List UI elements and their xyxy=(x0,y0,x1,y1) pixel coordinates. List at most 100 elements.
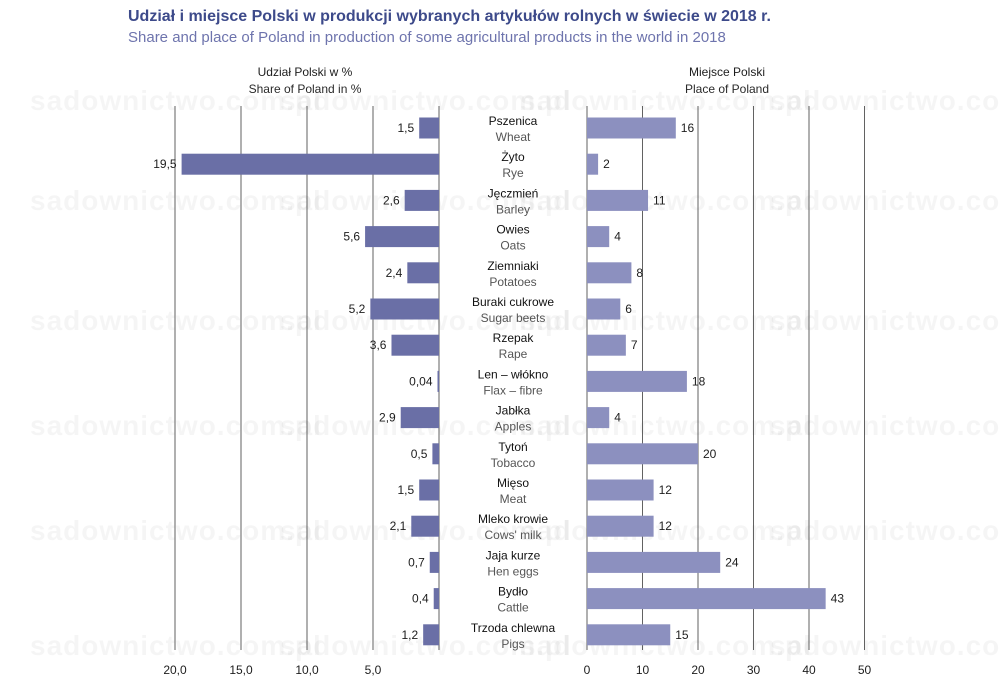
category-label-pl: Mleko krowie xyxy=(478,512,548,526)
share-value-label: 2,1 xyxy=(390,519,407,533)
category-label-pl: Rzepak xyxy=(493,331,535,345)
share-bar xyxy=(411,515,439,537)
share-bar xyxy=(404,189,439,211)
place-bar xyxy=(587,588,826,610)
share-bar xyxy=(391,334,439,356)
share-tick-label: 15,0 xyxy=(229,663,253,677)
share-value-label: 1,2 xyxy=(401,628,418,642)
share-header-pl: Udział Polski w % xyxy=(257,65,353,79)
share-value-label: 0,4 xyxy=(412,592,429,606)
share-bar xyxy=(437,370,439,392)
category-label-pl: Jęczmień xyxy=(488,186,539,200)
category-label-en: Meat xyxy=(500,492,527,506)
share-tick-label: 20,0 xyxy=(163,663,187,677)
share-tick-label: 10,0 xyxy=(295,663,319,677)
share-bar xyxy=(423,624,439,646)
share-value-label: 2,9 xyxy=(379,411,396,425)
chart-subtitle: Share and place of Poland in production … xyxy=(128,29,726,46)
category-label-pl: Buraki cukrowe xyxy=(472,295,554,309)
place-tick-label: 20 xyxy=(691,663,705,677)
place-value-label: 24 xyxy=(725,555,739,569)
share-value-label: 5,6 xyxy=(343,230,360,244)
category-label-en: Rape xyxy=(499,347,528,361)
share-bar xyxy=(400,407,439,429)
labels: 1,5 16 Pszenica Wheat 19,5 2 Żyto Rye 2,6 11 Jęczm… xyxy=(153,114,844,651)
category-label-en: Cattle xyxy=(497,601,529,615)
category-label-en: Flax – fibre xyxy=(483,383,543,397)
category-label-pl: Żyto xyxy=(501,150,525,164)
place-header-en: Place of Poland xyxy=(684,82,770,96)
place-value-label: 8 xyxy=(636,266,643,280)
chart-title: Udział i miejsce Polski w produkcji wybr… xyxy=(128,8,771,25)
place-panel-header: Miejsce Polski Place of Poland xyxy=(627,64,827,98)
place-bar xyxy=(587,624,671,646)
category-label-en: Rye xyxy=(502,166,524,180)
share-value-label: 0,04 xyxy=(409,374,433,388)
share-value-label: 0,7 xyxy=(408,555,425,569)
category-label-en: Cows' milk xyxy=(485,528,543,542)
place-value-label: 2 xyxy=(603,157,610,171)
place-tick-label: 0 xyxy=(584,663,591,677)
place-value-label: 12 xyxy=(659,483,673,497)
place-value-label: 18 xyxy=(692,374,706,388)
share-bars xyxy=(181,117,439,646)
place-value-label: 4 xyxy=(614,230,621,244)
share-bar xyxy=(432,443,439,465)
place-value-label: 20 xyxy=(703,447,717,461)
place-bar xyxy=(587,262,632,284)
place-bar xyxy=(587,334,626,356)
category-label-pl: Tytoń xyxy=(498,440,527,454)
category-label-pl: Owies xyxy=(496,223,529,237)
place-tick-label: 40 xyxy=(802,663,816,677)
category-label-pl: Jaja kurze xyxy=(486,548,541,562)
share-value-label: 1,5 xyxy=(398,121,415,135)
place-bars xyxy=(587,117,826,646)
share-value-label: 1,5 xyxy=(398,483,415,497)
place-bar xyxy=(587,153,599,175)
share-bar xyxy=(429,551,439,573)
category-label-en: Barley xyxy=(496,202,530,216)
category-label-pl: Bydło xyxy=(498,585,528,599)
share-bar xyxy=(365,226,439,248)
place-bar xyxy=(587,226,610,248)
place-tick-label: 10 xyxy=(636,663,650,677)
share-tick-label: 5,0 xyxy=(365,663,382,677)
axis-ticks: 20,0 15,0 10,0 5,0 0 10 20 30 40 50 xyxy=(163,663,871,677)
share-header-en: Share of Poland in % xyxy=(248,82,362,96)
share-value-label: 19,5 xyxy=(153,157,177,171)
share-bar xyxy=(407,262,439,284)
place-header-pl: Miejsce Polski xyxy=(688,65,766,79)
category-label-pl: Len – włókno xyxy=(478,367,549,381)
share-bar xyxy=(419,117,439,139)
place-value-label: 6 xyxy=(625,302,632,316)
category-label-pl: Trzoda chlewna xyxy=(471,621,556,635)
place-bar xyxy=(587,443,698,465)
place-bar xyxy=(587,515,654,537)
share-value-label: 3,6 xyxy=(370,338,387,352)
category-label-en: Tobacco xyxy=(491,456,536,470)
place-value-label: 7 xyxy=(631,338,638,352)
place-bar xyxy=(587,189,649,211)
share-value-label: 0,5 xyxy=(411,447,428,461)
category-label-pl: Jabłka xyxy=(496,404,531,418)
category-label-en: Hen eggs xyxy=(487,564,538,578)
place-value-label: 16 xyxy=(681,121,695,135)
share-bar xyxy=(181,153,439,175)
share-value-label: 2,4 xyxy=(386,266,403,280)
place-value-label: 12 xyxy=(659,519,673,533)
place-value-label: 11 xyxy=(653,193,666,207)
category-label-en: Apples xyxy=(495,420,532,434)
place-value-label: 15 xyxy=(675,628,689,642)
share-value-label: 5,2 xyxy=(349,302,366,316)
place-tick-label: 50 xyxy=(858,663,872,677)
place-bar xyxy=(587,117,676,139)
share-bar xyxy=(419,479,439,501)
category-label-en: Wheat xyxy=(496,130,531,144)
category-label-pl: Ziemniaki xyxy=(487,259,538,273)
share-bar xyxy=(370,298,439,320)
category-label-pl: Mięso xyxy=(497,476,529,490)
place-bar xyxy=(587,298,621,320)
category-label-en: Potatoes xyxy=(489,275,536,289)
share-bar xyxy=(433,588,439,610)
